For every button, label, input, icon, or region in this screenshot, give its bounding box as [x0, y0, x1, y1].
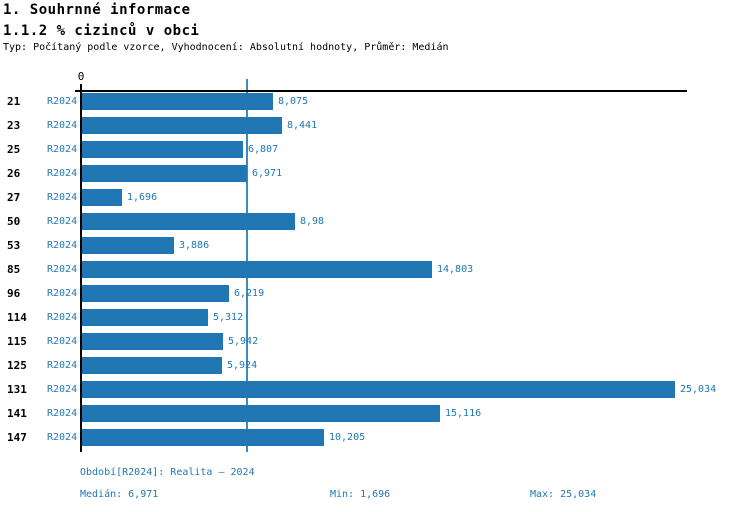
- row-category-label: 50: [7, 215, 21, 228]
- bar: [82, 381, 675, 398]
- row-category-label: 114: [7, 311, 27, 324]
- row-category-label: 141: [7, 407, 27, 420]
- bar-value-label: 3,886: [179, 240, 210, 251]
- bar-value-label: 8,075: [278, 96, 309, 107]
- row-category-label: 115: [7, 335, 27, 348]
- bar-value-label: 25,034: [680, 384, 717, 395]
- chart-row: 141 R2024 15,116: [0, 404, 750, 428]
- bar: [82, 141, 243, 158]
- row-series-label: R2024: [47, 264, 78, 275]
- bar: [82, 429, 324, 446]
- row-series-label: R2024: [47, 432, 78, 443]
- row-category-label: 27: [7, 191, 21, 204]
- bar: [82, 93, 273, 110]
- chart-row: 26 R2024 6,971: [0, 164, 750, 188]
- row-category-label: 26: [7, 167, 21, 180]
- row-series-label: R2024: [47, 336, 78, 347]
- row-series-label: R2024: [47, 216, 78, 227]
- chart-row: 147 R2024 10,205: [0, 428, 750, 452]
- row-category-label: 85: [7, 263, 21, 276]
- row-category-label: 131: [7, 383, 27, 396]
- bar: [82, 333, 223, 350]
- bar-value-label: 14,803: [437, 264, 474, 275]
- indicator-title: 1.1.2 % cizinců v obci: [3, 23, 200, 39]
- footer-period: Období[R2024]: Realita – 2024: [80, 467, 255, 478]
- x-axis-line: [75, 90, 687, 92]
- row-category-label: 96: [7, 287, 21, 300]
- bar-value-label: 6,971: [252, 168, 283, 179]
- chart-row: 25 R2024 6,807: [0, 140, 750, 164]
- chart-row: 131 R2024 25,034: [0, 380, 750, 404]
- bar-value-label: 8,98: [300, 216, 325, 227]
- bar: [82, 213, 295, 230]
- page-title: 1. Souhrnné informace: [3, 2, 191, 18]
- row-series-label: R2024: [47, 192, 78, 203]
- bar: [82, 285, 229, 302]
- indicator-meta: Typ: Počítaný podle vzorce, Vyhodnocení:…: [3, 42, 449, 53]
- row-series-label: R2024: [47, 144, 78, 155]
- chart-row: 85 R2024 14,803: [0, 260, 750, 284]
- chart-row: 50 R2024 8,98: [0, 212, 750, 236]
- chart-row: 27 R2024 1,696: [0, 188, 750, 212]
- row-series-label: R2024: [47, 288, 78, 299]
- bar: [82, 309, 208, 326]
- bar-value-label: 8,441: [287, 120, 318, 131]
- bar-value-label: 1,696: [127, 192, 158, 203]
- bar: [82, 405, 440, 422]
- row-category-label: 53: [7, 239, 21, 252]
- bar: [82, 117, 282, 134]
- row-series-label: R2024: [47, 408, 78, 419]
- bar-value-label: 5,924: [227, 360, 258, 371]
- row-series-label: R2024: [47, 312, 78, 323]
- row-category-label: 23: [7, 119, 21, 132]
- chart-row: 125 R2024 5,924: [0, 356, 750, 380]
- chart-row: 114 R2024 5,312: [0, 308, 750, 332]
- bar: [82, 189, 122, 206]
- chart-row: 96 R2024 6,219: [0, 284, 750, 308]
- bar: [82, 261, 432, 278]
- bar-value-label: 5,312: [213, 312, 244, 323]
- bar-value-label: 10,205: [329, 432, 366, 443]
- bar-value-label: 6,219: [234, 288, 265, 299]
- row-category-label: 147: [7, 431, 27, 444]
- chart-row: 23 R2024 8,441: [0, 116, 750, 140]
- row-category-label: 21: [7, 95, 21, 108]
- bar: [82, 165, 247, 182]
- row-series-label: R2024: [47, 120, 78, 131]
- chart-row: 115 R2024 5,942: [0, 332, 750, 356]
- y-axis-line: [80, 84, 82, 452]
- row-category-label: 25: [7, 143, 21, 156]
- x-axis-zero-tick-label: 0: [77, 70, 85, 83]
- chart-row: 53 R2024 3,886: [0, 236, 750, 260]
- row-series-label: R2024: [47, 96, 78, 107]
- row-category-label: 125: [7, 359, 27, 372]
- bar-value-label: 5,942: [228, 336, 259, 347]
- chart-row: 21 R2024 8,075: [0, 92, 750, 116]
- bar-value-label: 6,807: [248, 144, 279, 155]
- footer-min: Min: 1,696: [330, 489, 391, 500]
- bar: [82, 237, 174, 254]
- bar-value-label: 15,116: [445, 408, 482, 419]
- footer-max: Max: 25,034: [530, 489, 597, 500]
- bar: [82, 357, 222, 374]
- row-series-label: R2024: [47, 360, 78, 371]
- footer-median: Medián: 6,971: [80, 489, 159, 500]
- row-series-label: R2024: [47, 168, 78, 179]
- row-series-label: R2024: [47, 240, 78, 251]
- row-series-label: R2024: [47, 384, 78, 395]
